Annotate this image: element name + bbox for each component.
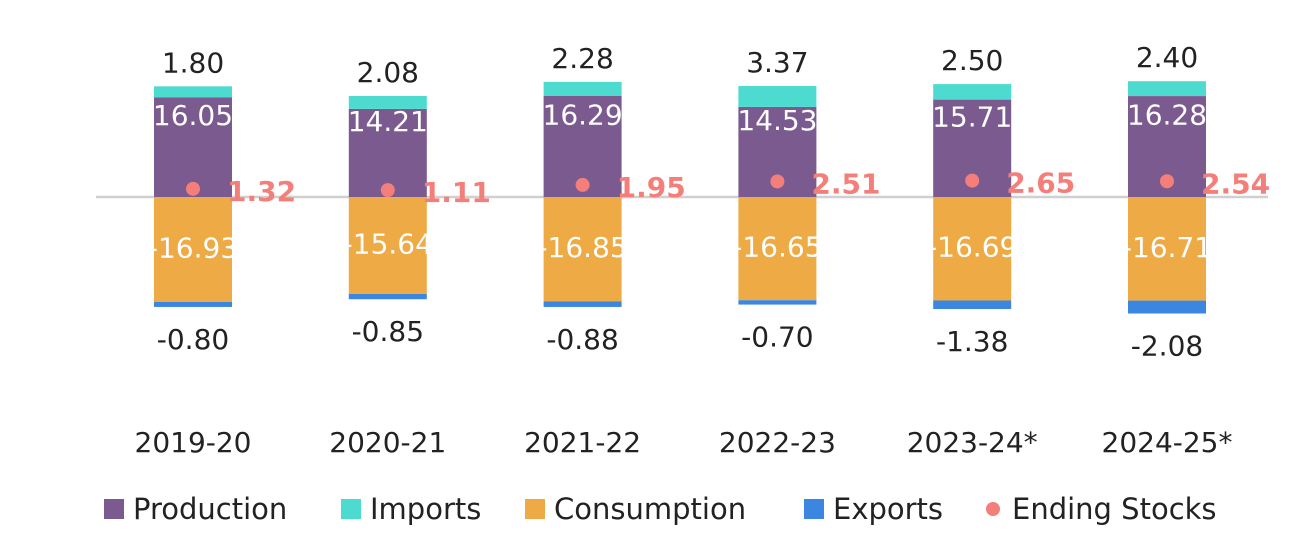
bar-imports xyxy=(348,96,427,109)
legend-item-exports: Exports xyxy=(804,492,943,526)
bar-imports xyxy=(933,84,1012,100)
label-imports: 2.08 xyxy=(357,56,419,89)
label-production: 14.21 xyxy=(348,105,428,138)
label-production: 15.71 xyxy=(932,100,1012,133)
legend-swatch xyxy=(104,499,124,519)
ending-stocks-point xyxy=(575,177,590,192)
label-consumption: -16.65 xyxy=(732,231,822,264)
bar-imports xyxy=(154,86,232,98)
ending-stocks-point xyxy=(965,173,980,188)
label-exports: -0.85 xyxy=(352,315,424,348)
legend-label: Consumption xyxy=(554,492,746,526)
bar-imports xyxy=(738,86,817,107)
bar-exports xyxy=(738,300,817,305)
legend-label: Production xyxy=(133,492,287,526)
legend: Production Imports Consumption Exports Endin… xyxy=(104,492,1217,526)
bar-exports xyxy=(1128,300,1206,314)
label-exports: -1.38 xyxy=(936,325,1008,358)
label-consumption: -16.85 xyxy=(537,231,627,264)
x-tick-label: 2022-23 xyxy=(719,426,836,459)
legend-swatch xyxy=(525,499,545,519)
label-ending-stocks: 2.54 xyxy=(1201,167,1270,200)
label-exports: -0.70 xyxy=(741,321,813,354)
legend-label: Imports xyxy=(370,492,481,526)
legend-item-ending-stocks: Ending Stocks xyxy=(986,492,1217,526)
bar-consumption xyxy=(348,197,427,294)
bar-exports xyxy=(348,293,427,300)
bar-exports xyxy=(543,301,622,307)
legend-label: Exports xyxy=(833,492,943,526)
label-imports: 1.80 xyxy=(162,46,224,79)
legend-swatch xyxy=(341,499,361,519)
label-ending-stocks: 1.11 xyxy=(422,176,491,209)
label-ending-stocks: 2.51 xyxy=(811,167,880,200)
bar-consumption xyxy=(933,197,1012,301)
ending-stocks-point xyxy=(380,183,395,198)
legend-label: Ending Stocks xyxy=(1012,492,1217,526)
legend-item-imports: Imports xyxy=(341,492,481,526)
x-axis-labels: 2019-20 2020-21 2021-22 2022-23 2023-24* 2024… xyxy=(135,426,1233,459)
x-tick-label: 2019-20 xyxy=(135,426,252,459)
ending-stocks-point xyxy=(186,181,200,196)
label-consumption: -16.71 xyxy=(1122,231,1212,264)
label-ending-stocks: 1.32 xyxy=(227,175,296,208)
x-tick-label: 2024-25* xyxy=(1102,426,1233,459)
x-tick-label: 2020-21 xyxy=(329,426,446,459)
value-labels-layer: 1.80 16.05 -16.93 -0.80 1.32 2.08 14.21 -15.64 -… xyxy=(148,41,1270,362)
label-imports: 3.37 xyxy=(746,46,808,79)
legend-item-production: Production xyxy=(104,492,287,526)
label-ending-stocks: 2.65 xyxy=(1006,167,1075,200)
bar-consumption xyxy=(1128,197,1206,301)
label-production: 16.28 xyxy=(1127,99,1207,132)
bar-exports xyxy=(933,300,1012,310)
label-production: 14.53 xyxy=(737,104,817,137)
bar-production xyxy=(348,108,427,197)
bar-exports xyxy=(154,301,232,307)
label-exports: -0.88 xyxy=(546,323,618,356)
x-tick-label: 2021-22 xyxy=(524,426,641,459)
legend-swatch xyxy=(986,502,1000,516)
legend-swatch xyxy=(804,499,824,519)
label-production: 16.29 xyxy=(543,99,623,132)
label-imports: 2.50 xyxy=(941,44,1003,77)
label-imports: 2.40 xyxy=(1136,41,1198,74)
bars-layer xyxy=(154,81,1206,314)
x-tick-label: 2023-24* xyxy=(907,426,1038,459)
legend-item-consumption: Consumption xyxy=(525,492,746,526)
label-exports: -2.08 xyxy=(1131,329,1203,362)
bar-imports xyxy=(543,81,622,97)
bar-consumption xyxy=(543,197,622,302)
label-ending-stocks: 1.95 xyxy=(617,171,686,204)
bar-imports xyxy=(1128,81,1206,97)
label-imports: 2.28 xyxy=(551,42,613,75)
bar-production xyxy=(154,97,232,197)
label-production: 16.05 xyxy=(153,99,233,132)
label-exports: -0.80 xyxy=(157,323,229,356)
ending-stocks-point xyxy=(1160,174,1174,189)
ending-stocks-point xyxy=(770,174,785,189)
bar-consumption xyxy=(154,197,232,302)
label-consumption: -16.93 xyxy=(148,231,238,264)
label-consumption: -15.64 xyxy=(343,227,433,260)
bar-consumption xyxy=(738,197,817,301)
label-consumption: -16.69 xyxy=(927,231,1017,264)
